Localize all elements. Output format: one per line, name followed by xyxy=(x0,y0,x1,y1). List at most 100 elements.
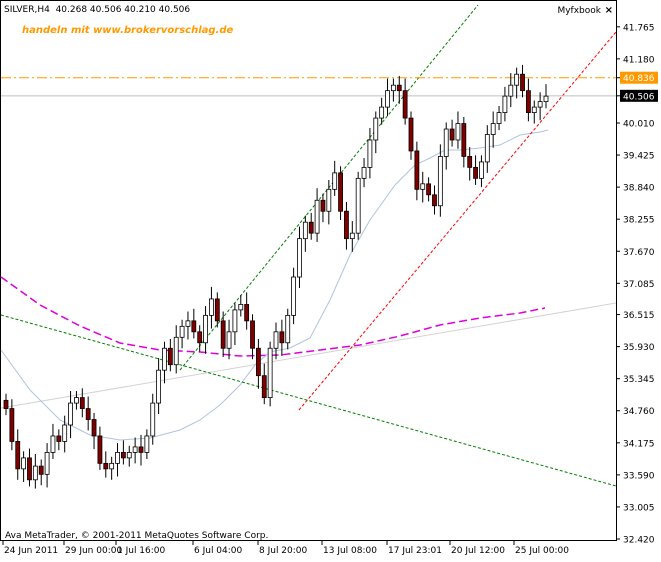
candle-body xyxy=(44,452,50,475)
candle-body xyxy=(496,112,502,124)
candle-body xyxy=(326,188,332,212)
y-tick-label: 41.180 xyxy=(623,55,655,65)
y-tick-label: 37.670 xyxy=(623,248,655,258)
candle xyxy=(50,423,56,459)
candle xyxy=(390,78,396,102)
candle xyxy=(126,445,132,467)
candle-body xyxy=(203,314,208,344)
candle-body xyxy=(367,139,373,168)
symbol-header: SILVER,H4 40.268 40.506 40.210 40.506 xyxy=(4,5,190,15)
candle xyxy=(496,106,502,131)
candle-body xyxy=(167,347,173,366)
candle-body xyxy=(543,95,549,103)
candle xyxy=(396,75,402,104)
current-price-tag xyxy=(620,89,658,102)
x-tick-label: 1 Jul 16:00 xyxy=(117,546,166,556)
candle-body xyxy=(385,90,390,108)
candle xyxy=(308,212,314,240)
candle-body xyxy=(514,73,520,86)
long-trend-line xyxy=(0,302,617,409)
candle xyxy=(32,454,38,489)
candle xyxy=(285,308,291,350)
candle xyxy=(156,358,162,415)
copyright-text: Ava MetaTrader, © 2001-2011 MetaQuotes S… xyxy=(5,531,269,541)
candle xyxy=(314,188,320,242)
candle-body xyxy=(490,123,496,135)
candle xyxy=(214,292,220,328)
candle xyxy=(455,111,461,149)
candle-body xyxy=(320,199,326,212)
candle xyxy=(261,363,267,405)
y-tick-label: 40.836 xyxy=(623,74,655,84)
candle-body xyxy=(255,347,261,377)
candle xyxy=(115,443,120,477)
candle-body xyxy=(379,106,385,119)
candle-body xyxy=(426,183,432,196)
candle-body xyxy=(402,90,408,119)
down-trend-line xyxy=(0,314,617,487)
candle xyxy=(297,226,302,288)
candle-body xyxy=(361,166,367,179)
candle-body xyxy=(50,435,56,453)
candle-body xyxy=(349,232,355,240)
candle xyxy=(520,64,525,98)
candle xyxy=(473,155,478,185)
candle-body xyxy=(103,462,109,470)
candle xyxy=(250,314,255,360)
x-tick-label: 20 Jul 12:00 xyxy=(451,546,505,556)
candle-body xyxy=(126,452,132,459)
candle xyxy=(514,67,520,99)
candle xyxy=(432,185,437,215)
candle xyxy=(255,338,261,389)
candle xyxy=(402,78,408,125)
candle xyxy=(543,84,549,109)
candle-body xyxy=(302,221,308,240)
candle-body xyxy=(373,117,379,141)
candle-body xyxy=(162,347,167,371)
y-tick-label: 36.515 xyxy=(623,311,655,321)
candle xyxy=(379,97,385,125)
candle-body xyxy=(115,452,120,464)
candle xyxy=(109,456,115,480)
y-tick-label: 38.840 xyxy=(623,184,655,194)
candle-body xyxy=(455,123,461,141)
y-tick-label: 37.085 xyxy=(623,280,655,290)
symbol-label: SILVER,H4 xyxy=(4,5,50,15)
candle xyxy=(291,267,297,325)
candle-body xyxy=(79,397,85,409)
y-tick-label: 39.425 xyxy=(623,152,655,162)
candle-body xyxy=(185,320,191,327)
candle-body xyxy=(27,457,32,481)
candle-body xyxy=(396,84,402,92)
y-tick-label: 35.345 xyxy=(623,375,655,385)
candle-body xyxy=(314,199,320,234)
candle xyxy=(349,221,355,252)
candle xyxy=(443,122,449,170)
candle xyxy=(426,177,432,202)
candle xyxy=(355,171,361,240)
candle-body xyxy=(156,369,162,404)
candle-body xyxy=(15,441,21,470)
candle-body xyxy=(432,194,437,207)
y-tick-label: 33.590 xyxy=(623,471,655,481)
close-icon[interactable]: × xyxy=(604,5,613,16)
candle-body xyxy=(32,465,38,481)
candle xyxy=(302,215,308,252)
candle xyxy=(232,303,238,345)
candle-body xyxy=(91,419,97,437)
candle-body xyxy=(508,84,514,97)
candle-body xyxy=(62,424,68,442)
candle xyxy=(467,147,473,181)
candle xyxy=(385,78,390,116)
y-tick-label: 38.255 xyxy=(623,216,655,226)
y-tick-label: 32.420 xyxy=(623,536,655,546)
candle xyxy=(167,338,173,372)
candle-body xyxy=(120,452,126,459)
candle-body xyxy=(279,331,285,344)
candle-body xyxy=(21,457,27,470)
candle-body xyxy=(332,172,338,190)
candle-body xyxy=(220,320,226,349)
candle-body xyxy=(297,238,302,278)
